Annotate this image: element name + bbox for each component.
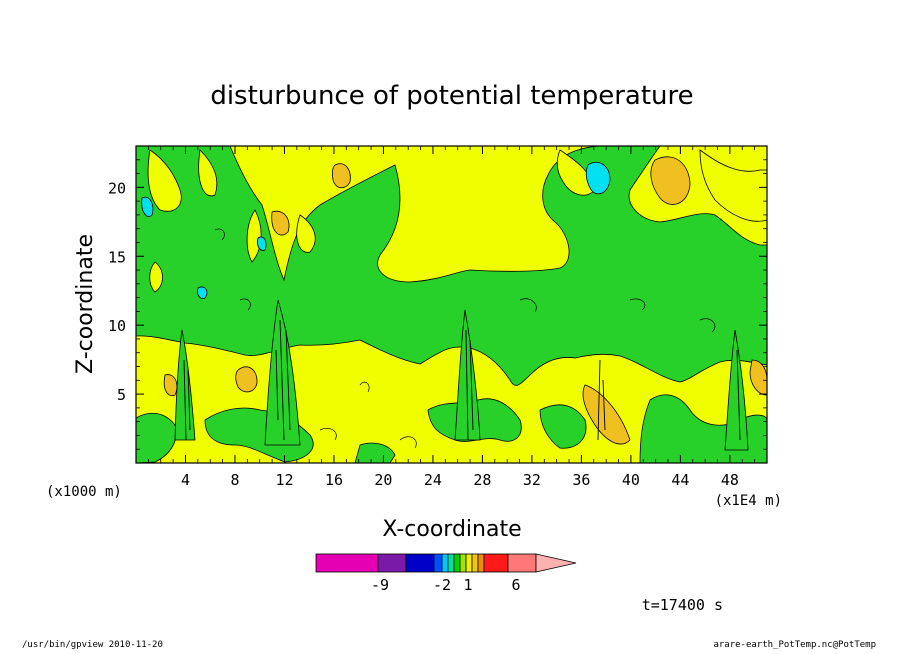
contour-yellow-pocket-2 xyxy=(198,149,218,197)
x-tick-label: 16 xyxy=(325,471,343,489)
colorbar-segment xyxy=(465,553,473,573)
contour-green-lower-6 xyxy=(354,442,396,463)
contour-green-plume-2 xyxy=(264,299,301,446)
contour-cyan-3 xyxy=(197,286,208,299)
x-tick-label: 24 xyxy=(424,471,442,489)
x-tick-label: 8 xyxy=(230,471,239,489)
contour-yellow-pocket-1 xyxy=(147,149,182,212)
y-tick-label: 5 xyxy=(117,386,126,404)
colorbar-tick-label: -9 xyxy=(371,576,389,594)
colorbar-segment xyxy=(447,553,455,573)
colorbar-segment xyxy=(441,553,449,573)
colorbar-end-arrow xyxy=(535,553,577,573)
x-tick-label: 4 xyxy=(181,471,190,489)
colorbar-tick-label: 1 xyxy=(463,576,472,594)
x-tick-label: 12 xyxy=(275,471,293,489)
colorbar-segment xyxy=(459,553,467,573)
colorbar-segment xyxy=(377,553,407,573)
x-tick-label: 40 xyxy=(622,471,640,489)
x-tick-label: 44 xyxy=(671,471,689,489)
contour-green-plume-4 xyxy=(724,329,749,451)
colorbar-segment xyxy=(315,553,379,573)
contour-core-lines xyxy=(183,319,741,441)
plot-frame xyxy=(135,145,768,464)
contour-yellow-pocket-3 xyxy=(246,209,262,263)
x-tick-label: 20 xyxy=(374,471,392,489)
contour-green-lower-4 xyxy=(539,404,587,449)
y-tick-label: 10 xyxy=(108,317,126,335)
colorbar-tick-label: 6 xyxy=(511,576,520,594)
contour-lines-misc xyxy=(214,228,716,449)
contour-cyan-2 xyxy=(141,196,154,217)
contour-green-upper xyxy=(136,146,767,386)
colorbar-segment xyxy=(405,553,435,573)
x-tick-label: 28 xyxy=(473,471,491,489)
contour-yellow-pocket-5 xyxy=(699,149,767,222)
colorbar-segment xyxy=(471,553,479,573)
colorbar-segment xyxy=(507,553,537,573)
colorbar-tick-label: -2 xyxy=(433,576,451,594)
colorbar-segment xyxy=(453,553,461,573)
y-axis-label: Z-coordinate xyxy=(73,234,98,374)
contour-orange-7 xyxy=(271,210,290,236)
contour-orange-5 xyxy=(582,384,631,445)
plot-area xyxy=(136,146,767,463)
contour-yellow-pocket-6 xyxy=(296,214,316,253)
colorbar-segment xyxy=(477,553,485,573)
y-tick-label: 20 xyxy=(108,179,126,197)
x-tick-label: 48 xyxy=(721,471,739,489)
x-tick-label: 36 xyxy=(572,471,590,489)
contour-orange-3 xyxy=(235,366,258,393)
x-unit-right: (x1E4 m) xyxy=(715,493,782,509)
contour-yellow-pocket-7 xyxy=(149,261,163,293)
contour-orange-2 xyxy=(650,156,691,205)
colorbar-segment xyxy=(483,553,509,573)
footer-left: /usr/bin/gpview 2010-11-20 xyxy=(22,640,163,650)
contour-green-plume-3 xyxy=(454,309,481,441)
contour-orange-6 xyxy=(749,359,767,396)
colorbar-segment xyxy=(433,553,443,573)
x-unit-left: (x1000 m) xyxy=(46,484,122,500)
footer-right: arare-earth_PotTemp.nc@PotTemp xyxy=(713,640,876,650)
contour-orange-4 xyxy=(163,374,178,397)
y-tick-label: 15 xyxy=(108,248,126,266)
contour-cyan-1 xyxy=(585,161,611,195)
contour-yellow-pocket-4 xyxy=(556,149,596,196)
x-axis-label: X-coordinate xyxy=(382,517,521,542)
contour-green-lower-1 xyxy=(136,412,177,463)
x-tick-label: 32 xyxy=(523,471,541,489)
colorbar: -9 -2 1 6 xyxy=(315,553,577,594)
contour-orange-1 xyxy=(332,163,351,189)
chart-title: disturbunce of potential temperature xyxy=(210,81,693,111)
time-label: t=17400 s xyxy=(642,596,723,614)
contour-cyan-4 xyxy=(257,236,267,251)
